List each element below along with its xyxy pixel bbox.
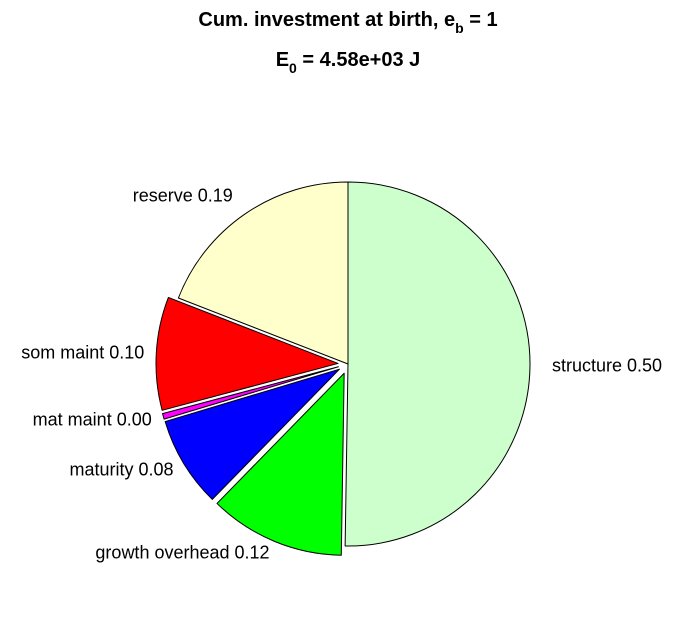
pie-label-maturity: maturity 0.08 (69, 460, 173, 480)
chart-title-subscript: b (455, 20, 464, 36)
pie-labels: structure 0.50 growth overhead 0.12 maturi… (21, 186, 662, 563)
pie-label-mat-maint: mat maint 0.00 (33, 410, 152, 430)
pie-label-som-maint: som maint 0.10 (21, 343, 144, 363)
chart-subtitle: E0 = 4.58e+03 J (276, 49, 421, 76)
pie-slice-mat-maint (162, 366, 339, 420)
pie-slice-som-maint (155, 296, 339, 411)
pie-label-structure: structure 0.50 (552, 356, 662, 376)
pie-slice-structure (344, 181, 531, 547)
chart-title-main: Cum. investment at birth, e (198, 9, 455, 31)
pie-slice-growth-overhead (216, 372, 345, 556)
chart-title: Cum. investment at birth, eb = 1 (198, 9, 497, 36)
chart-title-suffix: = 1 (464, 9, 498, 31)
pie-slice-reserve (177, 181, 349, 365)
pie-label-growth-overhead: growth overhead 0.12 (95, 542, 269, 562)
pie-slices (155, 181, 531, 556)
chart-subtitle-subscript: 0 (289, 60, 297, 76)
pie-label-reserve: reserve 0.19 (133, 186, 233, 206)
chart-subtitle-main: E (276, 49, 289, 71)
pie-slice-maturity (164, 368, 340, 500)
chart-subtitle-suffix: = 4.58e+03 J (297, 49, 420, 71)
